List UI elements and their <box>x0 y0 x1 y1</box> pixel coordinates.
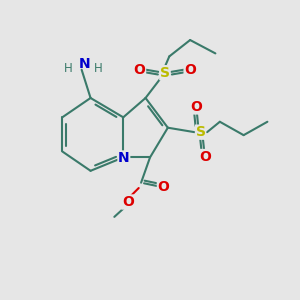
Text: N: N <box>118 151 130 165</box>
Text: O: O <box>199 149 211 164</box>
Text: H: H <box>94 62 102 75</box>
Text: O: O <box>190 100 202 114</box>
Text: S: S <box>196 125 206 139</box>
Text: O: O <box>134 63 146 77</box>
Text: N: N <box>79 57 90 71</box>
Text: H: H <box>64 62 73 75</box>
Text: O: O <box>158 180 169 194</box>
Text: O: O <box>184 63 196 77</box>
Text: S: S <box>160 66 170 80</box>
Text: O: O <box>122 195 134 209</box>
